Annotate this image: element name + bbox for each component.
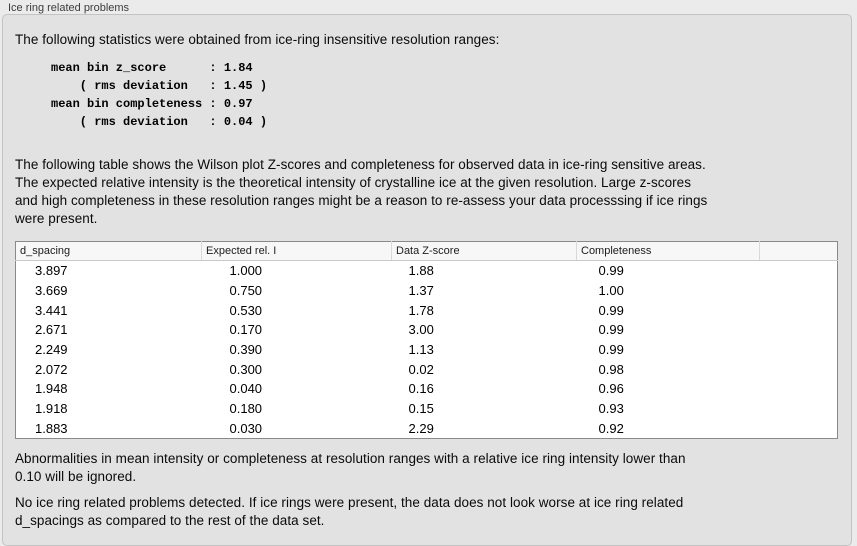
table-cell: 3.00: [408, 322, 434, 338]
table-cell: 2.072: [35, 361, 68, 377]
table-cell: 0.96: [598, 381, 624, 397]
table-cell: [760, 281, 838, 301]
column-header-d-spacing[interactable]: d_spacing: [15, 241, 202, 261]
table-cell: 0.02: [408, 361, 434, 377]
table-cell: [760, 261, 838, 281]
column-header-completeness[interactable]: Completeness: [576, 241, 760, 261]
ice-ring-table: d_spacing Expected rel. I Data Z-score C…: [15, 241, 838, 440]
table-cell: [760, 399, 838, 419]
table-cell: [760, 359, 838, 379]
ice-ring-groupbox: The following statistics were obtained f…: [2, 14, 852, 546]
table-cell: 0.180: [229, 401, 263, 417]
table-cell: 1.918: [35, 401, 68, 417]
table-row[interactable]: 3.669 0.750 1.37 1.00: [16, 281, 838, 301]
table-header-row: d_spacing Expected rel. I Data Z-score C…: [15, 241, 838, 261]
table-cell: 3.897: [35, 263, 68, 279]
table-row[interactable]: 1.948 0.040 0.16 0.96: [16, 379, 838, 399]
table-cell: [760, 320, 838, 340]
table-cell: 2.671: [35, 322, 68, 338]
table-cell: 0.16: [408, 381, 434, 397]
table-row[interactable]: 2.249 0.390 1.13 0.99: [16, 340, 838, 360]
table-cell: 0.99: [598, 302, 624, 318]
table-row[interactable]: 2.671 0.170 3.00 0.99: [16, 320, 838, 340]
table-cell: 1.00: [598, 283, 624, 299]
table-cell: [760, 340, 838, 360]
table-cell: 0.750: [229, 283, 263, 299]
table-cell: 0.99: [598, 342, 624, 358]
table-cell: [760, 419, 838, 439]
table-cell: [760, 379, 838, 399]
table-row[interactable]: 3.441 0.530 1.78 0.99: [16, 300, 838, 320]
conclusion-text: No ice ring related problems detected. I…: [15, 495, 684, 529]
table-cell: 0.300: [229, 361, 263, 377]
table-intro-text: The following table shows the Wilson plo…: [15, 157, 708, 226]
table-row[interactable]: 3.897 1.000 1.88 0.99: [16, 261, 838, 281]
table-cell: 3.669: [35, 283, 68, 299]
ignore-note-text: Abnormalities in mean intensity or compl…: [15, 451, 686, 485]
table-cell: 1.883: [35, 420, 68, 436]
table-cell: [760, 300, 838, 320]
table-cell: 0.390: [229, 342, 263, 358]
table-cell: 1.78: [408, 302, 434, 318]
table-row[interactable]: 2.072 0.300 0.02 0.98: [16, 359, 838, 379]
stats-block: mean bin z_score : 1.84 ( rms deviation …: [51, 61, 268, 129]
column-header-empty: [759, 241, 838, 261]
table-cell: 0.040: [229, 381, 263, 397]
table-cell: 1.948: [35, 381, 68, 397]
table-row[interactable]: 1.883 0.030 2.29 0.92: [16, 419, 838, 439]
table-cell: 0.030: [229, 420, 263, 436]
table-cell: 0.92: [598, 420, 624, 436]
panel-title: Ice ring related problems: [8, 2, 130, 14]
table-body: 3.897 1.000 1.88 0.99 3.669 0.750 1.37 1.00 3.44…: [16, 261, 838, 439]
table-cell: 0.170: [229, 322, 263, 338]
table-cell: 3.441: [35, 302, 68, 318]
table-cell: 0.99: [598, 322, 624, 338]
table-cell: 0.99: [598, 263, 624, 279]
table-cell: 1.13: [408, 342, 434, 358]
table-cell: 2.29: [408, 420, 434, 436]
table-cell: 0.93: [598, 401, 624, 417]
table-cell: 0.15: [408, 401, 434, 417]
table-cell: 1.37: [408, 283, 434, 299]
column-header-data-z-score[interactable]: Data Z-score: [391, 241, 577, 261]
table-cell: 1.88: [408, 263, 434, 279]
table-cell: 0.98: [598, 361, 624, 377]
table-cell: 0.530: [229, 302, 263, 318]
column-header-expected-rel-i[interactable]: Expected rel. I: [201, 241, 392, 261]
stats-intro-text: The following statistics were obtained f…: [15, 32, 500, 47]
table-cell: 2.249: [35, 342, 68, 358]
table-row[interactable]: 1.918 0.180 0.15 0.93: [16, 399, 838, 419]
table-cell: 1.000: [229, 263, 263, 279]
